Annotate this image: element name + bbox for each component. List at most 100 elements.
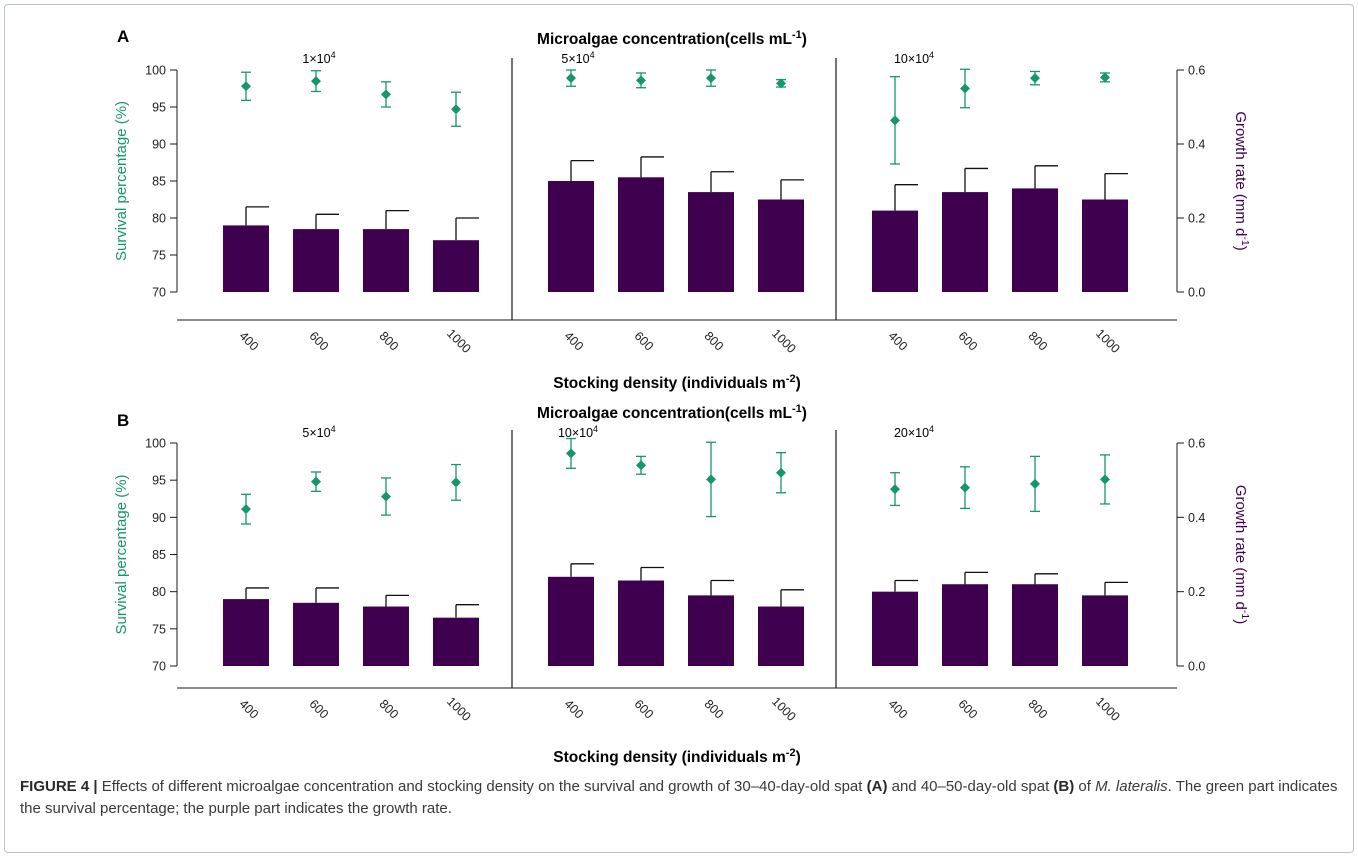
x-axis-label: Stocking density (individuals m-2)	[553, 747, 801, 766]
group-label: 5×104	[302, 424, 335, 440]
right-axis-label-text: Growth rate (mm d	[1232, 111, 1249, 236]
group-3: 20×104 400 600 800 1000	[872, 424, 1128, 724]
growth-bar	[758, 606, 804, 666]
growth-bar	[942, 192, 988, 292]
x-tick-label: 600	[956, 697, 981, 722]
left-axis-tick-label: 85	[152, 548, 166, 562]
group-2: 5×104 400 600 800 1000	[548, 50, 804, 356]
x-tick-label: 800	[1026, 329, 1051, 354]
caption-text-2: and 40–50-day-old spat	[887, 778, 1054, 795]
survival-point	[381, 89, 391, 100]
right-axis-label: Growth rate (mm d-1)	[1232, 111, 1251, 250]
panel-a: A Microalgae concentration(cells mL-1)707…	[113, 27, 1251, 392]
x-tick-label: 1000	[769, 694, 799, 724]
panel-letter: B	[117, 411, 129, 430]
group-label-superscript: 4	[331, 50, 336, 60]
survival-point	[311, 76, 321, 87]
survival-point	[960, 482, 970, 493]
x-tick-label: 1000	[444, 694, 474, 724]
group-label-superscript: 4	[929, 50, 934, 60]
x-tick-label: 400	[237, 697, 262, 722]
group-label: 10×104	[558, 424, 598, 440]
growth-bar	[548, 576, 594, 666]
growth-bar	[363, 229, 409, 292]
left-axis-tick-label: 75	[152, 249, 166, 263]
x-tick-label: 800	[377, 697, 402, 722]
left-axis-tick-label: 100	[145, 437, 166, 451]
left-axis-tick-label: 95	[152, 101, 166, 115]
panel-b: B Microalgae concentration(cells mL-1)707…	[113, 403, 1251, 766]
growth-bar	[872, 210, 918, 292]
panel-letter: A	[117, 27, 129, 46]
growth-bar	[293, 602, 339, 666]
group-label: 5×104	[561, 50, 594, 66]
right-axis-tick-label: 0.2	[1188, 585, 1205, 599]
x-tick-label: 600	[307, 697, 332, 722]
x-axis-label-superscript: -2	[786, 373, 796, 385]
right-axis-label-end: )	[1232, 246, 1249, 251]
survival-point	[960, 83, 970, 94]
left-axis-tick-label: 75	[152, 622, 166, 636]
left-axis-tick-label: 85	[152, 175, 166, 189]
x-tick-label: 600	[307, 329, 332, 354]
survival-point	[636, 460, 646, 471]
survival-point	[890, 484, 900, 495]
group-label-base: 1×10	[302, 52, 330, 66]
chart-title: Microalgae concentration(cells mL-1)	[537, 29, 807, 48]
x-axis-label: Stocking density (individuals m-2)	[553, 373, 801, 392]
group-label-base: 20×10	[894, 426, 929, 440]
chart-title-superscript: -1	[792, 403, 802, 415]
x-axis-label-end: )	[796, 375, 801, 392]
right-axis-label: Growth rate (mm d-1)	[1232, 485, 1251, 624]
right-axis-label-end: )	[1232, 619, 1249, 624]
x-tick-label: 1000	[1093, 326, 1123, 356]
left-axis-tick-label: 90	[152, 511, 166, 525]
right-axis-label-superscript: -1	[1239, 236, 1251, 245]
group-label-superscript: 4	[929, 424, 934, 434]
x-tick-label: 600	[632, 697, 657, 722]
group-label: 10×104	[894, 50, 934, 66]
survival-point	[776, 78, 786, 89]
right-axis-label-superscript: -1	[1239, 610, 1251, 619]
right-axis-tick-label: 0.2	[1188, 212, 1205, 226]
growth-bar	[758, 199, 804, 292]
survival-point	[706, 474, 716, 485]
caption-panel-a-ref: (A)	[866, 778, 888, 795]
x-axis-label-end: )	[796, 749, 801, 766]
group-label-base: 10×10	[894, 52, 929, 66]
growth-bar	[1012, 188, 1058, 292]
x-tick-label: 800	[377, 329, 402, 354]
group-label-base: 10×10	[558, 426, 593, 440]
x-tick-label: 1000	[769, 326, 799, 356]
survival-point	[706, 73, 716, 84]
growth-bar	[363, 606, 409, 666]
growth-bar	[223, 599, 269, 666]
left-axis-tick-label: 80	[152, 212, 166, 226]
x-tick-label: 800	[702, 329, 727, 354]
right-axis-tick-label: 0.0	[1188, 286, 1205, 300]
x-axis-label-text: Stocking density (individuals m	[553, 375, 786, 392]
left-axis-label: Survival percentage (%)	[113, 101, 130, 261]
figure-caption: FIGURE 4 | Effects of different microalg…	[20, 776, 1340, 820]
group-3: 10×104 400 600 800 1000	[872, 50, 1128, 356]
x-tick-label: 400	[886, 697, 911, 722]
right-axis-tick-label: 0.4	[1188, 138, 1205, 152]
x-tick-label: 1000	[444, 326, 474, 356]
caption-panel-b-ref: (B)	[1053, 778, 1075, 795]
chart-title-end: )	[802, 31, 807, 48]
survival-point	[776, 467, 786, 478]
figure-frame	[4, 4, 1354, 853]
group-label-superscript: 4	[590, 50, 595, 60]
survival-point	[566, 73, 576, 84]
growth-bar	[688, 595, 734, 666]
growth-bar	[433, 617, 479, 666]
chart-title-text: Microalgae concentration(cells mL	[537, 31, 792, 48]
left-axis-tick-label: 100	[145, 64, 166, 78]
growth-bar	[942, 584, 988, 666]
survival-point	[566, 448, 576, 459]
x-tick-label: 400	[562, 697, 587, 722]
growth-bar	[1082, 595, 1128, 666]
survival-point	[1100, 474, 1110, 485]
growth-bar	[688, 192, 734, 292]
